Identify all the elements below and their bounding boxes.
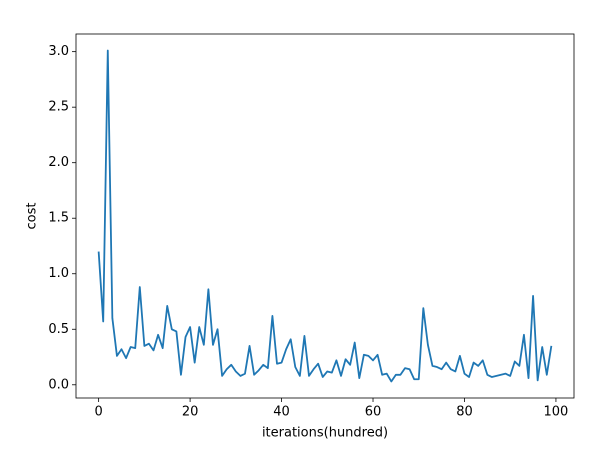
y-tick-label: 0.5	[48, 322, 69, 337]
y-tick-label: 3.0	[48, 44, 69, 59]
y-axis-label: cost	[25, 203, 40, 230]
x-tick-label: 60	[365, 405, 382, 420]
y-tick-label: 1.5	[48, 211, 69, 226]
y-tick-label: 2.5	[48, 100, 69, 115]
x-tick-label: 80	[456, 405, 473, 420]
x-tick-label: 20	[182, 405, 199, 420]
x-tick-label: 40	[273, 405, 290, 420]
cost-line	[97, 49, 553, 383]
y-tick-label: 0.0	[48, 377, 69, 392]
x-tick-label: 0	[94, 405, 102, 420]
y-tick-label: 2.0	[48, 155, 69, 170]
x-axis-label: iterations(hundred)	[262, 426, 388, 441]
plot-frame	[75, 33, 575, 399]
y-tick-label: 1.0	[48, 266, 69, 281]
x-tick-label: 100	[544, 405, 569, 420]
